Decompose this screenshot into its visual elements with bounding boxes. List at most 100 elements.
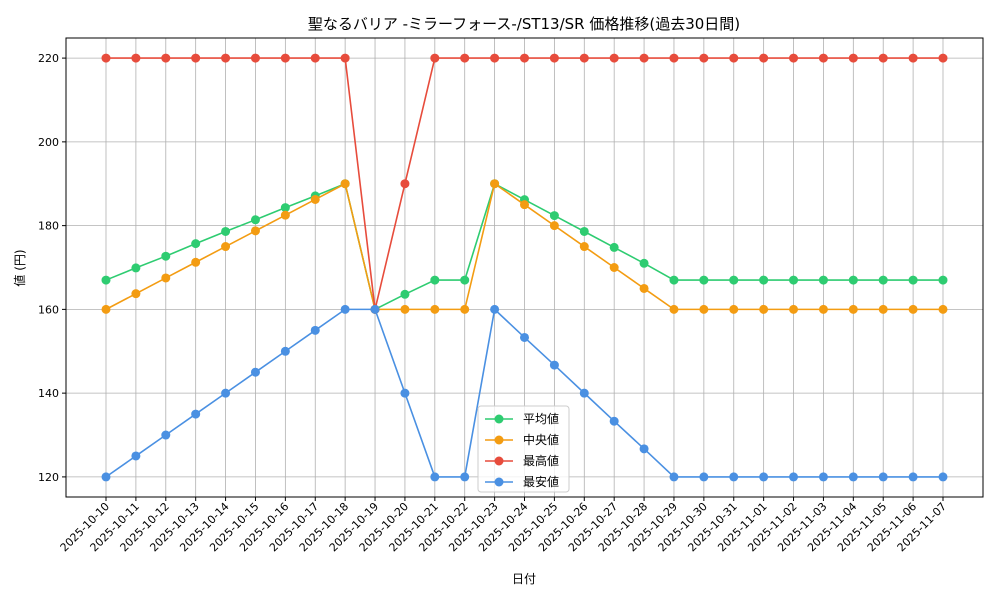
data-point <box>400 388 410 398</box>
chart-title: 聖なるバリア -ミラーフォース-/ST13/SR 価格推移(過去30日間) <box>308 15 740 33</box>
data-point <box>789 275 799 285</box>
data-point <box>101 275 111 285</box>
series-4 <box>101 304 948 482</box>
data-point <box>221 53 231 63</box>
data-point <box>579 388 589 398</box>
data-point <box>579 226 589 236</box>
data-point <box>579 242 589 252</box>
data-point <box>191 409 201 419</box>
data-point <box>639 283 649 293</box>
data-point <box>878 53 888 63</box>
data-point <box>310 53 320 63</box>
data-point <box>818 304 828 314</box>
data-point <box>280 203 290 213</box>
data-point <box>609 53 619 63</box>
legend-marker <box>494 456 504 466</box>
data-point <box>161 430 171 440</box>
series-group <box>101 53 948 482</box>
data-point <box>460 53 470 63</box>
data-point <box>280 210 290 220</box>
data-point <box>490 53 500 63</box>
data-point <box>669 275 679 285</box>
data-point <box>789 53 799 63</box>
data-point <box>370 304 380 314</box>
data-point <box>520 200 529 210</box>
data-point <box>818 472 828 482</box>
data-point <box>759 304 769 314</box>
legend-label: 平均値 <box>523 411 559 426</box>
data-point <box>639 258 649 268</box>
y-tick-label: 140 <box>38 387 59 400</box>
data-point <box>400 304 410 314</box>
data-point <box>639 444 649 454</box>
data-point <box>908 275 918 285</box>
y-tick-label: 120 <box>38 471 59 484</box>
data-point <box>430 304 440 314</box>
data-point <box>639 53 649 63</box>
y-tick-label: 200 <box>38 136 59 149</box>
data-point <box>131 451 141 461</box>
data-point <box>818 275 828 285</box>
legend-item: 最高値 <box>485 453 559 468</box>
data-point <box>579 53 589 63</box>
data-point <box>310 325 320 335</box>
data-point <box>938 472 948 482</box>
series-3 <box>101 53 948 314</box>
data-point <box>729 53 739 63</box>
data-point <box>250 215 260 225</box>
data-point <box>908 53 918 63</box>
data-point <box>878 304 888 314</box>
data-point <box>191 239 201 249</box>
data-point <box>549 221 559 231</box>
data-point <box>250 53 260 63</box>
data-point <box>520 332 529 342</box>
data-point <box>221 388 231 398</box>
data-point <box>818 53 828 63</box>
legend-marker <box>494 435 504 445</box>
legend-marker <box>494 414 504 424</box>
data-point <box>460 472 470 482</box>
data-point <box>520 53 529 63</box>
data-point <box>430 53 440 63</box>
data-point <box>460 304 470 314</box>
series-2 <box>101 179 948 314</box>
data-point <box>340 304 350 314</box>
data-point <box>669 304 679 314</box>
legend-box <box>477 405 570 493</box>
data-point <box>490 179 500 189</box>
data-point <box>101 53 111 63</box>
legend-label: 最安値 <box>523 474 559 489</box>
data-point <box>310 194 320 204</box>
data-point <box>729 304 739 314</box>
data-point <box>250 367 260 377</box>
data-point <box>729 275 739 285</box>
y-tick-label: 180 <box>38 220 59 233</box>
data-point <box>490 304 500 314</box>
data-point <box>161 251 171 261</box>
y-tick-label: 220 <box>38 52 59 65</box>
data-point <box>340 53 350 63</box>
data-point <box>699 304 709 314</box>
data-point <box>789 472 799 482</box>
data-point <box>250 226 260 236</box>
data-point <box>549 211 559 221</box>
data-point <box>101 472 111 482</box>
data-point <box>609 263 619 272</box>
data-point <box>101 304 111 314</box>
data-point <box>221 242 231 252</box>
data-point <box>340 179 350 189</box>
data-point <box>191 257 201 267</box>
data-point <box>938 275 948 285</box>
data-point <box>699 275 709 285</box>
data-point <box>759 275 769 285</box>
y-axis: 120 140 160 180 200 220 <box>38 52 66 484</box>
data-point <box>848 53 858 63</box>
data-point <box>848 472 858 482</box>
data-point <box>280 53 290 63</box>
data-point <box>131 53 141 63</box>
data-point <box>669 53 679 63</box>
data-point <box>609 242 619 252</box>
data-point <box>908 304 918 314</box>
data-point <box>669 472 679 482</box>
